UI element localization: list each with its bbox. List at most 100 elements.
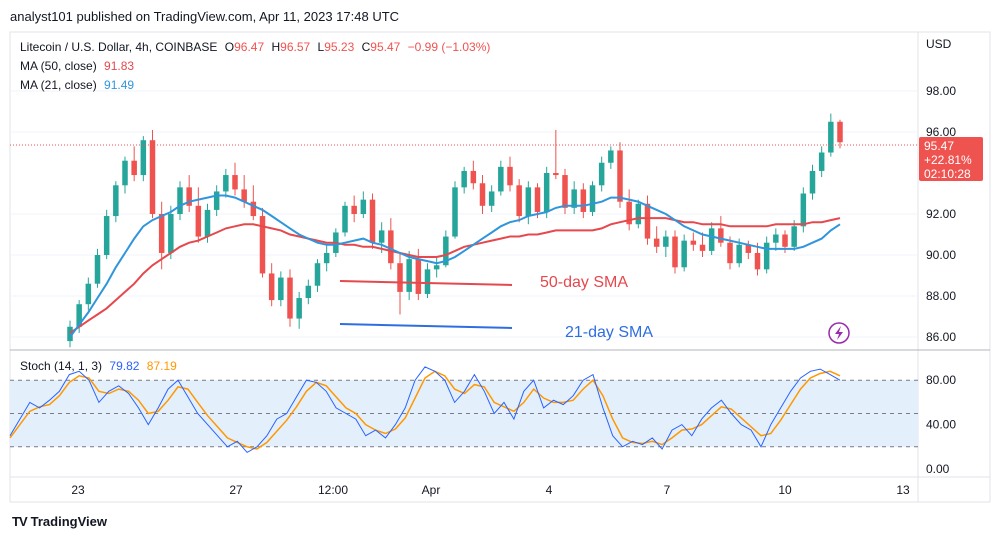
candle-body bbox=[782, 234, 788, 247]
candle-body bbox=[433, 265, 440, 270]
candle bbox=[287, 269, 293, 327]
candle bbox=[534, 183, 541, 219]
candle bbox=[461, 166, 467, 194]
candle-body bbox=[323, 252, 330, 264]
stoch-d-value: 87.19 bbox=[146, 359, 177, 373]
stoch-d-line bbox=[9, 370, 841, 450]
candle bbox=[250, 185, 257, 221]
candle bbox=[305, 279, 312, 305]
candle bbox=[754, 242, 761, 276]
candle-body bbox=[525, 187, 532, 217]
legend-h-label: H bbox=[271, 40, 281, 54]
price-tick-label: 96.00 bbox=[926, 125, 956, 139]
candle bbox=[314, 259, 321, 292]
ma21-line bbox=[69, 194, 841, 338]
price-tick-label: 90.00 bbox=[926, 248, 956, 262]
candle-body bbox=[131, 160, 137, 176]
candle-body bbox=[837, 121, 843, 143]
candle-body bbox=[507, 166, 513, 186]
candle-body bbox=[177, 187, 183, 214]
legend-l-value: 95.23 bbox=[324, 40, 355, 54]
stoch-tick-label: 40.00 bbox=[926, 418, 956, 432]
price-ticks: 98.00 96.00 92.00 90.00 88.00 86.00 bbox=[926, 84, 956, 344]
stoch-k-value: 79.82 bbox=[109, 359, 140, 373]
candle bbox=[672, 230, 678, 274]
candle-body bbox=[553, 173, 559, 176]
candle-body bbox=[635, 203, 642, 225]
candle-body bbox=[287, 277, 293, 319]
candle-body bbox=[67, 326, 73, 342]
candle bbox=[589, 181, 596, 217]
candle-body bbox=[800, 193, 807, 227]
candle bbox=[837, 119, 843, 149]
candle-body bbox=[653, 238, 660, 247]
candle bbox=[94, 248, 101, 288]
candle-body bbox=[351, 205, 357, 214]
candle-body bbox=[488, 191, 495, 206]
candle-body bbox=[681, 240, 687, 268]
candle-body bbox=[278, 277, 284, 301]
ma21-value: 91.49 bbox=[104, 78, 135, 92]
candle bbox=[470, 160, 477, 190]
candle-body bbox=[608, 150, 614, 163]
legend-o-value: 96.47 bbox=[234, 40, 265, 54]
candle-body bbox=[113, 185, 119, 217]
candle bbox=[571, 181, 577, 214]
candle-body bbox=[498, 166, 504, 192]
candle-body bbox=[534, 187, 541, 212]
candle bbox=[122, 156, 128, 194]
candle-body bbox=[94, 255, 101, 284]
candle bbox=[818, 146, 825, 178]
candle-body bbox=[259, 216, 266, 274]
candle bbox=[773, 228, 779, 251]
candle bbox=[424, 263, 431, 299]
candle bbox=[369, 193, 376, 249]
candle-body bbox=[250, 201, 257, 217]
candle-body bbox=[424, 269, 431, 294]
candle bbox=[140, 136, 147, 182]
price-tick-label: 88.00 bbox=[926, 289, 956, 303]
candle-body bbox=[406, 259, 412, 292]
candle bbox=[296, 291, 302, 329]
candle bbox=[397, 252, 403, 315]
candle-body bbox=[589, 185, 596, 212]
candle-body bbox=[268, 273, 275, 301]
candle-body bbox=[470, 170, 477, 184]
candle-body bbox=[571, 189, 577, 208]
stoch-k-line bbox=[9, 366, 841, 454]
candle-body bbox=[644, 203, 651, 239]
candle bbox=[223, 168, 229, 198]
candle-body bbox=[443, 236, 449, 266]
candle-body bbox=[699, 244, 706, 251]
legend-change: −0.99 (−1.03%) bbox=[407, 40, 491, 54]
candle bbox=[681, 234, 687, 272]
chart-frame bbox=[9, 31, 991, 503]
stoch-lines-group bbox=[9, 366, 841, 454]
candle bbox=[507, 156, 513, 192]
time-ticks: 23 27 12:00 Apr 4 7 10 13 bbox=[71, 483, 910, 497]
sma50-annotation: 50-day SMA bbox=[540, 274, 628, 291]
candle bbox=[195, 187, 202, 243]
ma50-label: MA (50, close) bbox=[20, 59, 97, 73]
candle bbox=[488, 185, 495, 212]
candle-body bbox=[186, 187, 192, 206]
candle-body bbox=[223, 175, 229, 192]
candle-body bbox=[452, 187, 458, 237]
candle bbox=[608, 146, 614, 169]
candle-body bbox=[158, 214, 165, 253]
sma21-annotation: 21-day SMA bbox=[565, 324, 653, 341]
candle bbox=[580, 183, 587, 219]
lightning-icon[interactable] bbox=[828, 322, 850, 344]
candle-body bbox=[763, 242, 770, 270]
candle-body bbox=[754, 252, 761, 270]
candle-body bbox=[388, 230, 394, 264]
candle bbox=[433, 257, 440, 278]
stoch-tick-label: 0.00 bbox=[926, 462, 950, 476]
price-tick-label: 98.00 bbox=[926, 84, 956, 98]
candle bbox=[268, 263, 275, 307]
tradingview-logo[interactable]: TV TradingView bbox=[12, 514, 107, 529]
candle-body bbox=[516, 185, 522, 217]
candle-body bbox=[360, 199, 367, 214]
current-price-badge: 95.47 +22.81% 02:10:28 bbox=[919, 137, 983, 181]
